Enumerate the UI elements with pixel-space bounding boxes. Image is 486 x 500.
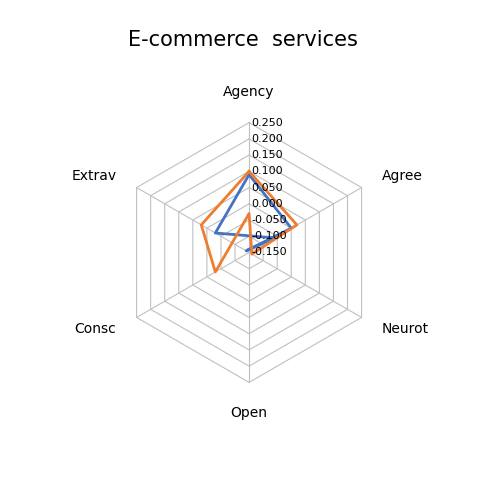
Text: -0.050: -0.050: [251, 215, 287, 225]
Text: Agree: Agree: [382, 169, 423, 183]
Text: 0.200: 0.200: [251, 134, 283, 144]
Text: 0.050: 0.050: [251, 182, 283, 192]
Text: Extrav: Extrav: [71, 169, 116, 183]
Text: 0.250: 0.250: [251, 118, 283, 128]
Text: 0.000: 0.000: [251, 199, 283, 209]
Text: Open: Open: [230, 406, 268, 420]
Text: Agency: Agency: [224, 85, 275, 99]
Text: -0.100: -0.100: [251, 232, 287, 241]
Text: E-commerce  services: E-commerce services: [128, 30, 358, 50]
Text: -0.150: -0.150: [251, 248, 287, 258]
Text: Neurot: Neurot: [382, 322, 429, 336]
Text: 0.150: 0.150: [251, 150, 283, 160]
Text: 0.100: 0.100: [251, 166, 283, 176]
Text: Consc: Consc: [74, 322, 116, 336]
